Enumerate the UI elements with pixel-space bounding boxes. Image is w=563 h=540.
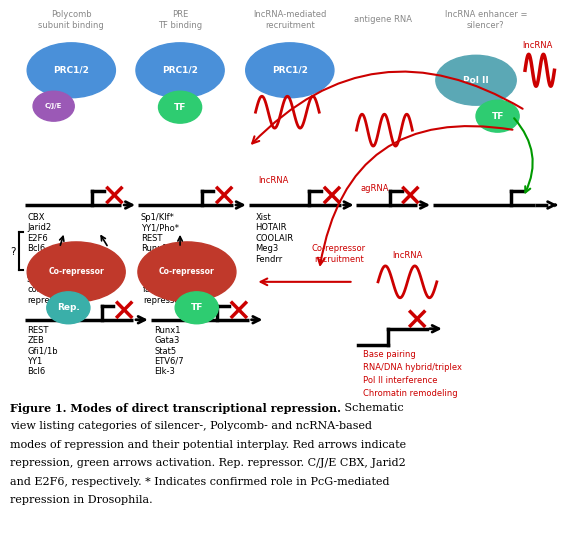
Text: PRC1/2: PRC1/2: [53, 66, 89, 75]
Text: Base pairing: Base pairing: [363, 350, 416, 359]
Ellipse shape: [138, 242, 236, 302]
Text: Schematic: Schematic: [341, 403, 404, 413]
Text: Pol II: Pol II: [463, 76, 489, 85]
Text: Sp1/Klf*
YY1/Pho*
REST
Runx1: Sp1/Klf* YY1/Pho* REST Runx1: [141, 213, 179, 253]
Ellipse shape: [159, 91, 202, 123]
Ellipse shape: [47, 292, 90, 324]
Text: CBX
Jarid2
E2F6
Bcl6: CBX Jarid2 E2F6 Bcl6: [27, 213, 51, 253]
Text: TF: TF: [174, 103, 186, 112]
Ellipse shape: [136, 43, 224, 98]
Text: Co-repressor: Co-repressor: [48, 267, 104, 276]
Text: lncRNA enhancer =
silencer?: lncRNA enhancer = silencer?: [445, 10, 527, 30]
Text: lncRNA: lncRNA: [392, 251, 423, 260]
Text: Pol II interference: Pol II interference: [363, 376, 438, 384]
Text: RNA/DNA hybrid/triplex: RNA/DNA hybrid/triplex: [363, 363, 462, 372]
Text: view listing categories of silencer-, Polycomb- and ncRNA-based: view listing categories of silencer-, Po…: [10, 421, 372, 431]
Text: ?: ?: [11, 247, 16, 257]
Text: REST
ZEB
Gfi1/1b
YY1
Bcl6: REST ZEB Gfi1/1b YY1 Bcl6: [27, 326, 58, 376]
Ellipse shape: [476, 100, 519, 132]
Ellipse shape: [175, 292, 218, 324]
Text: repression in Drosophila.: repression in Drosophila.: [10, 495, 152, 505]
Text: Rep.: Rep.: [57, 303, 80, 312]
Ellipse shape: [436, 55, 516, 105]
Text: TF: TF: [491, 112, 504, 120]
Text: TF: TF: [190, 303, 203, 312]
Text: Polycomb
subunit binding: Polycomb subunit binding: [38, 10, 104, 30]
Text: lncRNA-mediated
recruitment: lncRNA-mediated recruitment: [253, 10, 327, 30]
Text: repression, green arrows activation. Rep. repressor. C/J/E CBX, Jarid2: repression, green arrows activation. Rep…: [10, 458, 405, 468]
Text: Co-repressor
recruitment: Co-repressor recruitment: [312, 245, 366, 264]
Ellipse shape: [27, 242, 125, 302]
Text: PRC1/2: PRC1/2: [162, 66, 198, 75]
Text: PRE
TF binding: PRE TF binding: [158, 10, 202, 30]
Text: Silencer II
facultative
repressors: Silencer II facultative repressors: [143, 275, 187, 305]
Text: Xist
HOTAIR
COOLAIR
Meg3
Fendrr: Xist HOTAIR COOLAIR Meg3 Fendrr: [256, 213, 294, 264]
Text: C/J/E: C/J/E: [45, 103, 62, 109]
Ellipse shape: [27, 43, 115, 98]
Text: PRC1/2: PRC1/2: [272, 66, 308, 75]
Text: modes of repression and their potential interplay. Red arrows indicate: modes of repression and their potential …: [10, 440, 406, 450]
Text: Silencer I
constitutive
repressors: Silencer I constitutive repressors: [27, 275, 77, 305]
Text: antigene RNA: antigene RNA: [354, 15, 412, 24]
Text: lncRNA: lncRNA: [522, 41, 553, 50]
Text: Runx1
Gata3
Stat5
ETV6/7
Elk-3: Runx1 Gata3 Stat5 ETV6/7 Elk-3: [155, 326, 184, 376]
Text: and E2F6, respectively. * Indicates confirmed role in PcG-mediated: and E2F6, respectively. * Indicates conf…: [10, 477, 389, 487]
Text: Co-repressor: Co-repressor: [159, 267, 215, 276]
Text: Chromatin remodeling: Chromatin remodeling: [363, 389, 458, 397]
Ellipse shape: [33, 91, 74, 121]
Text: Figure 1. Modes of direct transcriptional repression.: Figure 1. Modes of direct transcriptiona…: [10, 403, 341, 414]
Text: lncRNA: lncRNA: [258, 176, 289, 185]
Text: agRNA: agRNA: [360, 184, 389, 193]
Ellipse shape: [245, 43, 334, 98]
